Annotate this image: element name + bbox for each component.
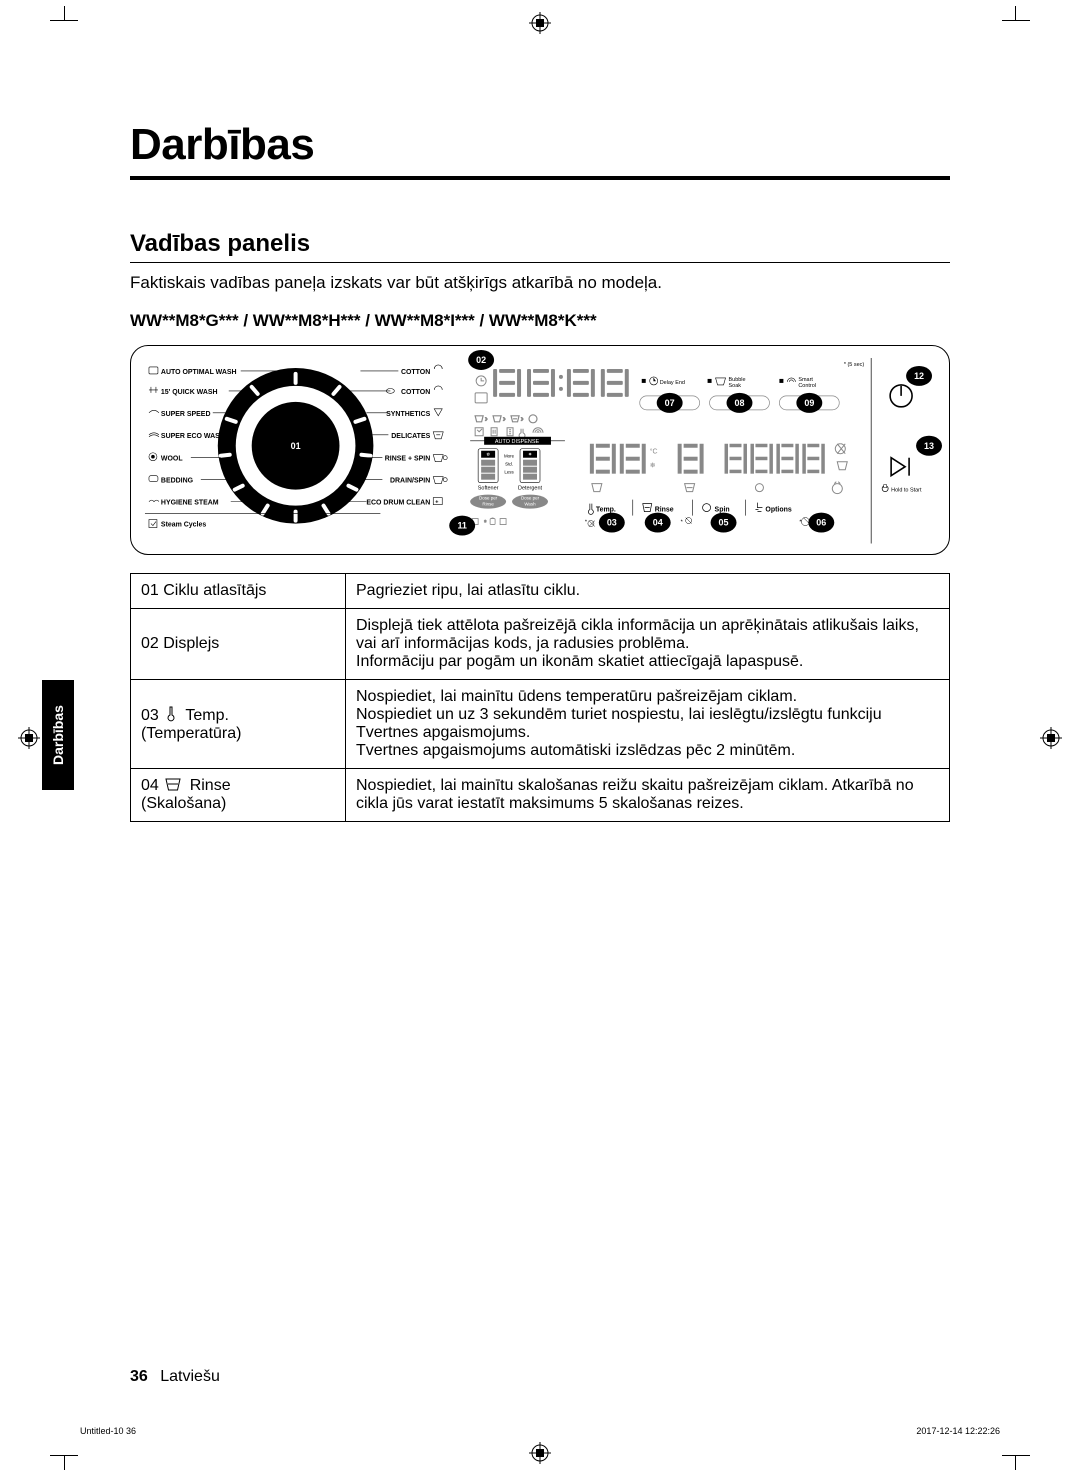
crop-mark (1015, 1456, 1016, 1470)
svg-text:Std.: Std. (505, 462, 513, 467)
svg-text:Dose per: Dose per (521, 496, 540, 501)
crop-mark (1015, 6, 1016, 20)
svg-text:Rinse: Rinse (482, 502, 494, 507)
power-button (890, 385, 912, 407)
svg-text:BEDDING: BEDDING (161, 478, 193, 485)
svg-text:04: 04 (653, 518, 663, 528)
crop-mark (64, 1456, 65, 1470)
crop-mark (1002, 20, 1030, 21)
svg-text:AUTO OPTIMAL WASH: AUTO OPTIMAL WASH (161, 369, 237, 376)
side-tab: Darbības (42, 680, 74, 790)
svg-text:RINSE + SPIN: RINSE + SPIN (385, 456, 431, 463)
crop-mark (64, 6, 65, 20)
row-key: 02 Displejs (131, 609, 346, 680)
svg-text:Steam Cycles: Steam Cycles (161, 522, 206, 529)
svg-text:›: › (485, 416, 488, 423)
page-title: Darbības (130, 120, 950, 170)
svg-text:05: 05 (719, 518, 729, 528)
svg-text:Detergent: Detergent (518, 486, 542, 492)
crop-mark (1002, 1455, 1030, 1456)
svg-text:*: * (681, 520, 684, 526)
svg-text:Options: Options (765, 507, 791, 514)
svg-text:Softener: Softener (478, 486, 499, 492)
svg-text:Rinse: Rinse (655, 507, 674, 514)
svg-text:09: 09 (804, 398, 814, 408)
auto-dispense-block: AUTO DISPENSE ✿ Softener ❅ (470, 437, 565, 527)
row-key: 04 Rinse(Skalošana) (131, 769, 346, 822)
row-key: 03 Temp.(Temperatūra) (131, 680, 346, 769)
thin-rule (130, 262, 950, 263)
table-row: 03 Temp.(Temperatūra) Nospiediet, lai ma… (131, 680, 950, 769)
svg-text:07: 07 (665, 398, 675, 408)
svg-text:* (5 sec): * (5 sec) (844, 362, 865, 368)
svg-text:*: * (799, 520, 802, 526)
intro-text: Faktiskais vadības paneļa izskats var bū… (130, 273, 950, 293)
svg-text:SUPER ECO WASH: SUPER ECO WASH (161, 433, 225, 440)
row-key: 01 Ciklu atlasītājs (131, 574, 346, 609)
svg-text:Less: Less (504, 470, 514, 475)
control-panel-svg: AUTO OPTIMAL WASH 15' QUICK WASH SUPER S… (131, 346, 949, 555)
table-row: 02 Displejs Displejā tiek attēlota pašre… (131, 609, 950, 680)
print-meta-left: Untitled-10 36 (80, 1426, 136, 1436)
print-meta-right: 2017-12-14 12:22:26 (916, 1426, 1000, 1436)
svg-text:*: * (585, 520, 588, 526)
svg-text:WOOL: WOOL (161, 456, 183, 463)
svg-text:COTTON: COTTON (401, 369, 430, 376)
lang-label: Latviešu (160, 1368, 220, 1385)
svg-text:06: 06 (816, 518, 826, 528)
print-meta: Untitled-10 36 2017-12-14 12:22:26 (80, 1426, 1000, 1436)
svg-text:›: › (521, 416, 524, 423)
heavy-rule (130, 176, 950, 180)
svg-text:08: 08 (735, 398, 745, 408)
page-root: Darbības Darbības Vadības panelis Faktis… (0, 0, 1080, 1476)
registration-mark (18, 727, 40, 749)
svg-text:12: 12 (914, 371, 924, 381)
row-val: Pagrieziet ripu, lai atlasītu ciklu. (346, 574, 950, 609)
svg-text:DRAIN/SPIN: DRAIN/SPIN (390, 478, 430, 485)
table-row: 04 Rinse(Skalošana) Nospiediet, lai main… (131, 769, 950, 822)
page-number: 36 (130, 1368, 148, 1385)
svg-text:SYNTHETICS: SYNTHETICS (386, 411, 430, 418)
svg-text:›: › (503, 416, 506, 423)
svg-text:Spin: Spin (715, 507, 730, 514)
svg-text:DELICATES: DELICATES (391, 433, 430, 440)
svg-text:03: 03 (607, 518, 617, 528)
table-row: 01 Ciklu atlasītājs Pagrieziet ripu, lai… (131, 574, 950, 609)
svg-text:ECO DRUM CLEAN: ECO DRUM CLEAN (366, 500, 430, 507)
svg-text:Soak: Soak (729, 383, 742, 389)
svg-text:15' QUICK WASH: 15' QUICK WASH (161, 389, 218, 396)
svg-text:Delay End: Delay End (660, 380, 685, 386)
svg-text:Dose per: Dose per (479, 496, 498, 501)
svg-text:❄: ❄ (650, 462, 656, 470)
svg-text:Control: Control (798, 383, 816, 389)
control-panel-figure: AUTO OPTIMAL WASH 15' QUICK WASH SUPER S… (130, 345, 950, 555)
registration-mark (529, 1442, 551, 1464)
row-val: Nospiediet, lai mainītu skalošanas reižu… (346, 769, 950, 822)
svg-text:+: + (435, 500, 438, 506)
svg-text:More: More (504, 454, 515, 459)
page-footer: 36 Latviešu (130, 1368, 220, 1386)
crop-mark (50, 20, 78, 21)
description-table: 01 Ciklu atlasītājs Pagrieziet ripu, lai… (130, 573, 950, 822)
registration-mark (529, 12, 551, 34)
svg-text:13: 13 (924, 441, 934, 451)
section-title: Vadības panelis (130, 230, 950, 258)
svg-text:SUPER SPEED: SUPER SPEED (161, 411, 211, 418)
start-pause-button: Hold to Start (882, 454, 923, 494)
registration-mark (1040, 727, 1062, 749)
svg-text:01: 01 (291, 441, 301, 451)
model-codes: WW**M8*G*** / WW**M8*H*** / WW**M8*I*** … (130, 311, 950, 331)
svg-text:02: 02 (476, 355, 486, 365)
svg-text:AUTO DISPENSE: AUTO DISPENSE (495, 439, 540, 445)
svg-text:COTTON: COTTON (401, 389, 430, 396)
svg-text:HYGIENE STEAM: HYGIENE STEAM (161, 500, 219, 507)
row-val: Nospiediet, lai mainītu ūdens temperatūr… (346, 680, 950, 769)
row-val: Displejā tiek attēlota pašreizējā cikla … (346, 609, 950, 680)
svg-text:°C: °C (650, 448, 658, 456)
svg-text:*: * (484, 521, 487, 527)
svg-text:Hold to Start: Hold to Start (891, 488, 922, 494)
svg-text:Temp.: Temp. (596, 507, 616, 514)
svg-text:11: 11 (457, 521, 466, 531)
svg-text:Wash: Wash (524, 502, 536, 507)
